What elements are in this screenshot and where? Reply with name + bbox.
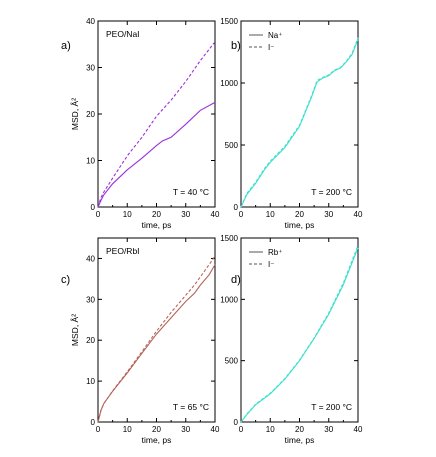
panel-letter: c) xyxy=(61,274,70,286)
series-line xyxy=(97,41,216,208)
y-tick-label: 20 xyxy=(86,110,95,119)
x-tick-label: 0 xyxy=(96,210,101,219)
series-line xyxy=(97,101,216,208)
x-tick-label: 30 xyxy=(181,425,190,434)
legend-label: I⁻ xyxy=(268,260,274,269)
x-tick-label: 40 xyxy=(211,425,220,434)
y-tick-label: 1000 xyxy=(220,295,238,304)
x-tick-label: 40 xyxy=(354,425,363,434)
panel-letter: a) xyxy=(61,40,71,52)
y-tick-label: 500 xyxy=(225,141,239,150)
y-tick-label: 0 xyxy=(234,418,239,427)
panel-title: PEO/NaI xyxy=(106,29,140,39)
legend-label: Rb⁺ xyxy=(268,248,282,257)
y-tick-label: 0 xyxy=(234,203,239,212)
panel-letter: b) xyxy=(231,40,241,52)
plot-frame xyxy=(97,20,216,208)
x-tick-label: 10 xyxy=(266,210,275,219)
series-line xyxy=(240,39,359,208)
x-tick-label: 20 xyxy=(295,425,304,434)
series-line xyxy=(97,256,216,423)
x-tick-label: 20 xyxy=(152,425,161,434)
y-tick-label: 10 xyxy=(86,157,95,166)
x-tick-label: 30 xyxy=(324,210,333,219)
y-tick-label: 10 xyxy=(86,377,95,386)
panel-letter: d) xyxy=(231,274,241,286)
plot-frame xyxy=(97,237,216,423)
y-axis-label: MSD, Å² xyxy=(70,98,80,130)
panel-title: PEO/RbI xyxy=(106,246,140,256)
y-tick-label: 20 xyxy=(86,336,95,345)
x-axis-label: time, ps xyxy=(142,435,172,445)
temperature-annotation: T = 200 °C xyxy=(311,187,352,197)
y-tick-label: 40 xyxy=(86,254,95,263)
panel-a: 0 10 20 30 40 0 10 20 30 40 time, ps MSD, Å² a) PEO/N… xyxy=(61,17,220,230)
y-tick-label: 40 xyxy=(86,17,95,26)
y-tick-label: 500 xyxy=(225,357,239,366)
x-tick-label: 10 xyxy=(123,210,132,219)
y-tick-label: 1000 xyxy=(220,79,238,88)
series-line xyxy=(240,247,359,423)
series-line xyxy=(240,245,359,423)
x-tick-label: 40 xyxy=(354,210,363,219)
y-tick-label: 1500 xyxy=(220,17,238,26)
y-tick-label: 0 xyxy=(91,418,96,427)
x-tick-label: 10 xyxy=(266,425,275,434)
y-tick-label: 0 xyxy=(91,203,96,212)
x-tick-label: 0 xyxy=(96,425,101,434)
x-tick-label: 0 xyxy=(239,425,244,434)
x-tick-label: 20 xyxy=(295,210,304,219)
series-line xyxy=(97,264,216,423)
y-tick-label: 30 xyxy=(86,295,95,304)
plot-frame xyxy=(240,237,359,423)
temperature-annotation: T = 65 °C xyxy=(173,402,209,412)
panel-c: 0 10 20 30 40 0 10 20 30 40 time, ps MSD, Å² c) PEO/R… xyxy=(61,237,220,445)
y-axis-label: MSD, Å² xyxy=(70,314,80,346)
panel-d: 0 10 20 30 40 0 500 1000 1500 time, ps d) T = 200 °… xyxy=(220,234,363,445)
y-tick-label: 30 xyxy=(86,64,95,73)
series-line xyxy=(240,37,359,208)
x-tick-label: 10 xyxy=(123,425,132,434)
x-tick-label: 30 xyxy=(324,425,333,434)
x-tick-label: 40 xyxy=(211,210,220,219)
temperature-annotation: T = 40 °C xyxy=(173,187,209,197)
panel-b: 0 10 20 30 40 0 500 1000 1500 time, ps b) T = 200 °… xyxy=(220,17,363,230)
x-tick-label: 30 xyxy=(181,210,190,219)
legend-label: I⁻ xyxy=(268,43,274,52)
temperature-annotation: T = 200 °C xyxy=(311,402,352,412)
x-axis-label: time, ps xyxy=(142,220,172,230)
x-tick-label: 0 xyxy=(239,210,244,219)
legend-label: Na⁺ xyxy=(268,31,282,40)
y-tick-label: 1500 xyxy=(220,234,238,243)
x-axis-label: time, ps xyxy=(285,435,315,445)
x-tick-label: 20 xyxy=(152,210,161,219)
x-axis-label: time, ps xyxy=(285,220,315,230)
